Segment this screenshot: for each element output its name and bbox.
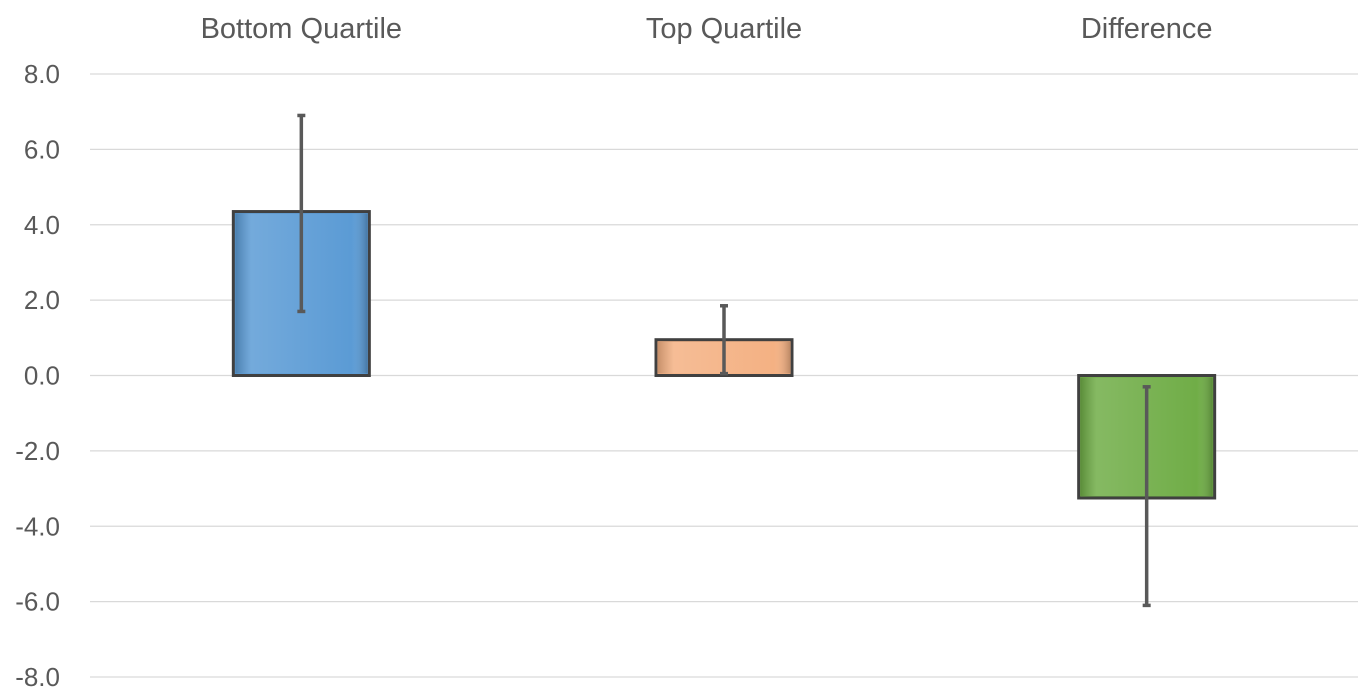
error-bars	[297, 113, 1151, 608]
y-tick-label: 0.0	[24, 361, 60, 391]
y-axis-tick-labels: 8.0 6.0 4.0 2.0 0.0 -2.0 -4.0 -6.0 -8.0	[15, 59, 60, 687]
error-bar	[1142, 385, 1151, 608]
y-tick-label: -2.0	[15, 436, 60, 466]
category-labels: Bottom Quartile Top Quartile Difference	[201, 13, 1213, 45]
category-label: Difference	[1081, 13, 1213, 45]
y-tick-label: -6.0	[15, 587, 60, 617]
y-tick-label: -8.0	[15, 662, 60, 687]
error-bar	[720, 304, 728, 376]
y-tick-label: -4.0	[15, 511, 60, 541]
category-label: Bottom Quartile	[201, 13, 402, 45]
y-tick-label: 8.0	[24, 59, 60, 89]
category-label: Top Quartile	[646, 13, 802, 45]
y-tick-label: 6.0	[24, 134, 60, 164]
y-tick-label: 4.0	[24, 210, 60, 240]
error-bar	[297, 113, 306, 314]
y-tick-label: 2.0	[24, 285, 60, 315]
